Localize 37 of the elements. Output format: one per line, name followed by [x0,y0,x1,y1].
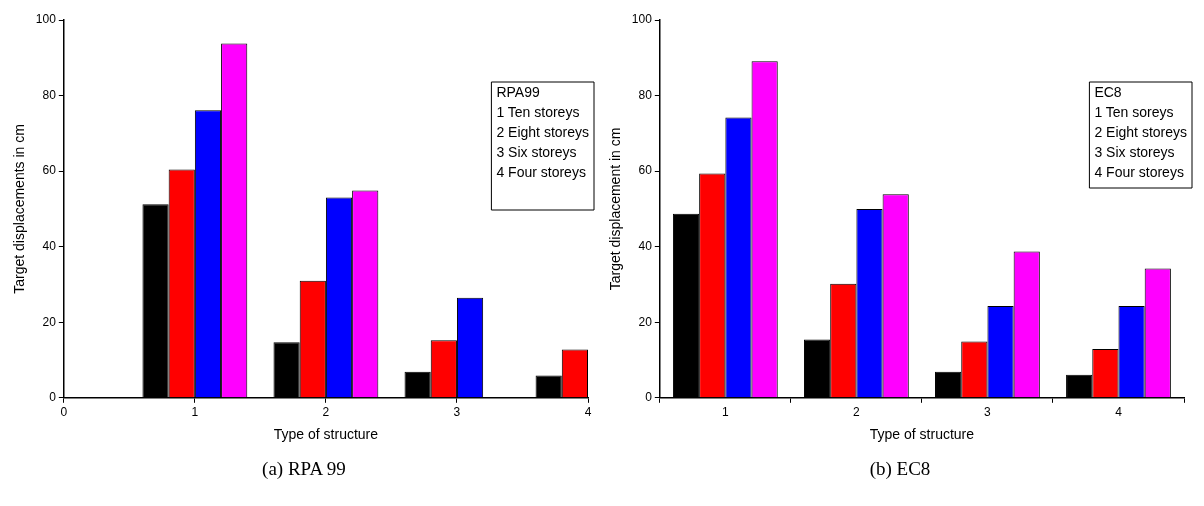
x-axis-title: Type of structure [869,426,975,443]
annotation: 1 Ten soreys [1094,103,1174,120]
x-tick-label: 4 [584,405,592,420]
text: (a) RPA 99 [261,458,347,480]
text: (b) EC8 [868,458,932,480]
y-axis-title: Target displacement in cm [607,127,624,291]
y-tick-label: 20 [638,314,653,329]
y-tick-label: 100 [35,12,57,27]
x-tick-label: 2 [322,405,330,420]
x-tick-label: 1 [191,405,199,420]
x-axis-title: Type of structure [273,426,379,443]
annotation: 2 Eight storeys [496,123,590,140]
y-axis-title: Target displacements in cm [11,124,28,294]
x-tick-label: 2 [853,405,861,420]
annotation: 4 Four storeys [1094,163,1184,180]
annotation: EC8 [1094,83,1122,100]
y-tick-label: 0 [49,390,57,405]
x-tick-label: 3 [984,405,992,420]
x-tick-label: 1 [722,405,729,420]
annotation: RPA99 [496,83,540,100]
annotation: 4 Four storeys [496,163,586,180]
y-tick-label: 80 [42,87,57,102]
y-tick-label: 0 [645,390,653,405]
y-tick-label: 60 [42,163,57,178]
y-tick-label: 80 [638,87,653,102]
y-tick-label: 20 [42,314,57,329]
x-tick-label: 4 [1115,405,1123,420]
x-tick-label: 3 [453,405,461,420]
y-tick-label: 40 [638,238,653,253]
y-tick-label: 100 [631,12,653,27]
annotation: 2 Eight storeys [1094,123,1188,140]
annotation: 3 Six storeys [496,143,577,160]
x-tick-label: 0 [60,405,68,420]
y-tick-label: 60 [638,163,653,178]
annotation: 3 Six storeys [1094,143,1175,160]
annotation: 1 Ten storeys [496,103,580,120]
y-tick-label: 40 [42,238,57,253]
